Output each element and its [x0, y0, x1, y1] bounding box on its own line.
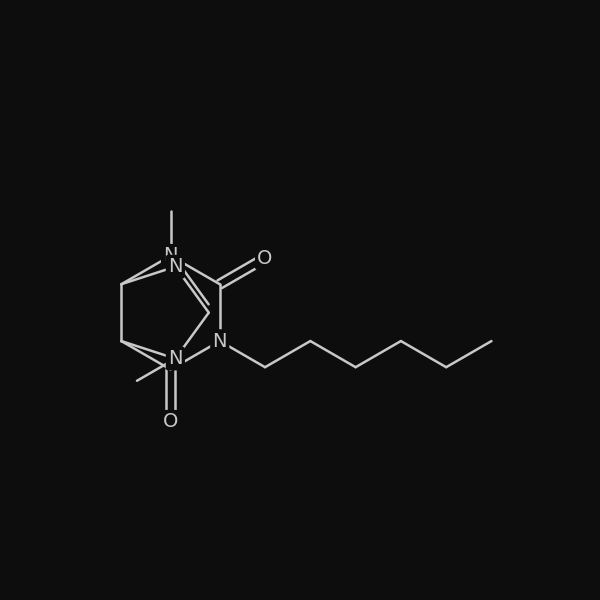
Text: N: N	[212, 332, 227, 350]
Text: O: O	[163, 412, 178, 431]
Text: N: N	[168, 257, 182, 276]
Text: O: O	[257, 248, 273, 268]
Text: N: N	[163, 246, 178, 265]
Text: N: N	[168, 349, 182, 368]
